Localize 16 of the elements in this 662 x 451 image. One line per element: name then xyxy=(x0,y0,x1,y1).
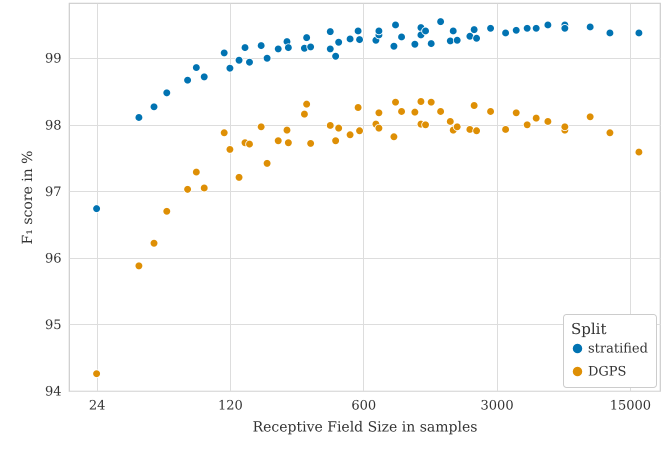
legend-title: Split xyxy=(571,320,607,338)
y-tick-label: 98 xyxy=(44,118,62,134)
x-tick-label: 24 xyxy=(88,398,106,414)
x-tick-label: 15000 xyxy=(610,398,652,414)
y-tick-label: 95 xyxy=(44,318,62,333)
legend-label: DGPS xyxy=(588,364,626,380)
y-tick-label: 99 xyxy=(44,52,62,67)
x-tick-label: 120 xyxy=(218,398,243,414)
x-tick-label: 3000 xyxy=(480,398,514,414)
legend-label: stratified xyxy=(588,342,648,356)
x-tick-label: 600 xyxy=(351,398,376,414)
y-tick-label: 97 xyxy=(44,184,62,200)
y-tick-label: 94 xyxy=(44,384,62,400)
y-tick-label: 96 xyxy=(44,251,62,266)
y-axis-title: F₁ score in % xyxy=(20,150,36,244)
x-axis-title: Receptive Field Size in samples xyxy=(252,420,478,436)
